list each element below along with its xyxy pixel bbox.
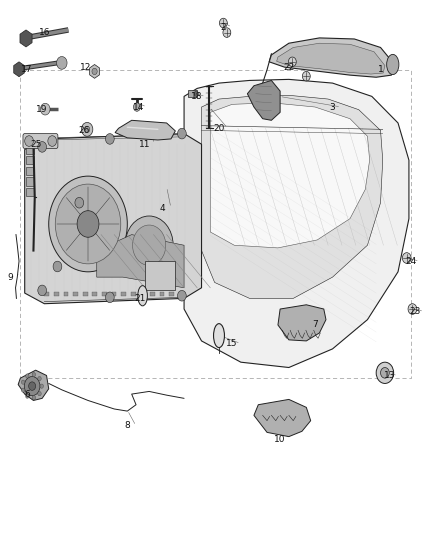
Circle shape	[38, 376, 41, 381]
Circle shape	[85, 126, 90, 133]
Text: 15: 15	[226, 339, 238, 348]
Circle shape	[24, 376, 40, 395]
Text: 23: 23	[410, 307, 421, 316]
Circle shape	[38, 285, 46, 296]
Circle shape	[77, 211, 99, 237]
Circle shape	[25, 374, 29, 378]
Polygon shape	[115, 120, 175, 140]
Text: 4: 4	[159, 204, 165, 213]
FancyBboxPatch shape	[23, 134, 58, 149]
Polygon shape	[254, 399, 311, 437]
Polygon shape	[18, 370, 49, 400]
Circle shape	[21, 388, 25, 392]
Bar	[188, 90, 197, 98]
Text: 9: 9	[7, 273, 13, 281]
Circle shape	[81, 123, 93, 136]
Circle shape	[106, 292, 114, 303]
Circle shape	[55, 184, 121, 264]
Polygon shape	[201, 95, 383, 298]
Circle shape	[57, 56, 67, 69]
Circle shape	[302, 71, 310, 81]
Bar	[26, 188, 34, 196]
Polygon shape	[184, 79, 409, 368]
Text: 16: 16	[39, 28, 50, 37]
Text: 3: 3	[330, 102, 336, 111]
Circle shape	[194, 91, 198, 96]
Circle shape	[381, 368, 389, 378]
Circle shape	[40, 103, 50, 115]
Bar	[26, 177, 34, 185]
Text: 22: 22	[283, 63, 294, 71]
Circle shape	[32, 373, 35, 377]
Circle shape	[40, 384, 43, 388]
Text: 20: 20	[213, 124, 225, 133]
Circle shape	[106, 134, 114, 144]
Circle shape	[177, 128, 186, 139]
Circle shape	[177, 290, 186, 301]
Text: 21: 21	[135, 294, 146, 303]
Text: 6: 6	[24, 390, 30, 399]
Text: 25: 25	[30, 140, 41, 149]
Text: 18: 18	[191, 92, 203, 101]
Ellipse shape	[138, 286, 148, 306]
Circle shape	[125, 216, 173, 274]
Text: 8: 8	[124, 422, 130, 431]
Text: 1: 1	[378, 66, 383, 74]
Text: 11: 11	[139, 140, 151, 149]
Circle shape	[38, 142, 46, 152]
Polygon shape	[247, 80, 280, 120]
Circle shape	[376, 362, 394, 383]
Polygon shape	[25, 134, 201, 304]
Circle shape	[133, 225, 166, 265]
Circle shape	[53, 261, 62, 272]
Circle shape	[49, 176, 127, 272]
Text: 26: 26	[78, 126, 89, 135]
Circle shape	[32, 395, 35, 400]
Circle shape	[48, 136, 57, 147]
Ellipse shape	[387, 54, 399, 75]
Circle shape	[403, 253, 411, 263]
Circle shape	[28, 382, 35, 390]
Polygon shape	[269, 38, 394, 77]
Circle shape	[134, 103, 141, 111]
Ellipse shape	[214, 324, 224, 348]
Circle shape	[408, 304, 417, 314]
Text: 2: 2	[221, 23, 226, 32]
Circle shape	[25, 136, 33, 147]
Circle shape	[21, 380, 25, 384]
Polygon shape	[278, 305, 326, 341]
Circle shape	[92, 68, 97, 75]
Text: 24: 24	[406, 257, 417, 265]
Text: 12: 12	[80, 63, 92, 71]
Text: 14: 14	[133, 102, 144, 111]
Circle shape	[288, 57, 296, 67]
Bar	[145, 261, 175, 290]
Text: 7: 7	[312, 320, 318, 329]
Bar	[26, 166, 34, 175]
Bar	[26, 156, 34, 165]
Circle shape	[75, 197, 84, 208]
Text: 17: 17	[21, 66, 33, 74]
Text: 10: 10	[274, 435, 286, 444]
Circle shape	[219, 18, 227, 28]
Text: 13: 13	[384, 371, 395, 380]
Text: 19: 19	[36, 105, 48, 114]
Circle shape	[25, 394, 29, 398]
Circle shape	[223, 28, 231, 37]
Bar	[26, 146, 34, 154]
Circle shape	[38, 392, 41, 396]
Polygon shape	[210, 103, 370, 248]
Polygon shape	[277, 43, 385, 74]
Polygon shape	[97, 235, 184, 288]
